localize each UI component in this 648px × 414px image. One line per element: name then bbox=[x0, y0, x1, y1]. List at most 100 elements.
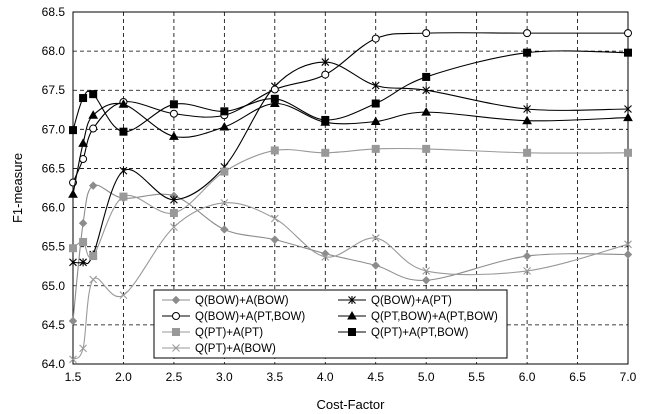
legend-marker bbox=[348, 296, 356, 304]
legend-marker bbox=[172, 344, 180, 352]
data-point bbox=[89, 90, 98, 99]
data-point bbox=[321, 252, 330, 261]
data-point bbox=[69, 126, 77, 135]
data-point bbox=[321, 115, 330, 124]
legend-item: Q(PT)+A(BOW) bbox=[162, 343, 276, 355]
data-point bbox=[623, 112, 633, 122]
series-2 bbox=[69, 58, 632, 267]
x-tick-label: 6.5 bbox=[569, 370, 586, 384]
data-point bbox=[370, 116, 381, 126]
data-point bbox=[119, 127, 128, 136]
data-point bbox=[219, 121, 230, 131]
data-point bbox=[79, 344, 87, 353]
data-point bbox=[119, 192, 128, 201]
series-line bbox=[72, 50, 629, 133]
y-tick-label: 67.0 bbox=[42, 122, 66, 136]
series-4 bbox=[68, 98, 633, 198]
data-point bbox=[118, 99, 129, 108]
data-point bbox=[523, 148, 532, 157]
legend-box bbox=[153, 289, 508, 359]
data-point bbox=[69, 258, 77, 267]
data-point bbox=[170, 195, 178, 204]
data-point bbox=[220, 167, 229, 176]
x-tick-label: 5.5 bbox=[468, 370, 485, 384]
series-line bbox=[72, 61, 629, 265]
data-point bbox=[371, 99, 380, 108]
data-point bbox=[68, 189, 78, 198]
data-point bbox=[624, 148, 632, 157]
data-point bbox=[89, 252, 98, 261]
data-point bbox=[371, 234, 380, 242]
legend-marker bbox=[348, 328, 356, 336]
data-point bbox=[522, 251, 532, 261]
data-point bbox=[88, 110, 99, 119]
data-point bbox=[522, 115, 532, 125]
data-point bbox=[169, 209, 178, 218]
data-point bbox=[269, 98, 280, 108]
y-tick-label: 65.0 bbox=[42, 279, 66, 293]
data-point bbox=[78, 218, 88, 228]
series bbox=[68, 29, 633, 364]
legend-label: Q(PT)+A(PT,BOW) bbox=[371, 327, 469, 339]
y-axis-label: F1-measure bbox=[10, 153, 25, 223]
data-point bbox=[422, 267, 431, 275]
x-tick-label: 4.5 bbox=[367, 370, 384, 384]
data-point bbox=[624, 240, 632, 249]
data-point bbox=[78, 138, 88, 147]
data-point bbox=[523, 48, 532, 57]
data-point bbox=[220, 225, 229, 234]
plot-area bbox=[72, 11, 629, 365]
series-3 bbox=[69, 29, 632, 187]
x-tick-label: 2.5 bbox=[166, 370, 183, 384]
legend-marker bbox=[172, 312, 180, 320]
data-point bbox=[422, 72, 431, 81]
data-point bbox=[270, 214, 279, 223]
y-tick-label: 67.5 bbox=[42, 83, 66, 97]
series-6 bbox=[69, 48, 632, 136]
y-tick-label: 66.5 bbox=[42, 161, 66, 175]
legend-label: Q(BOW)+A(PT,BOW) bbox=[195, 311, 305, 323]
grid bbox=[73, 12, 628, 364]
y-tick-label: 68.5 bbox=[42, 5, 66, 19]
data-point bbox=[119, 166, 128, 175]
data-point bbox=[89, 124, 98, 133]
data-point bbox=[88, 181, 98, 190]
legend-item: Q(BOW)+A(BOW) bbox=[162, 295, 289, 307]
x-tick-label: 3.5 bbox=[266, 370, 283, 384]
data-point bbox=[422, 29, 431, 38]
data-point bbox=[220, 198, 229, 207]
series-5 bbox=[69, 144, 632, 261]
data-point bbox=[270, 235, 280, 244]
data-point bbox=[79, 258, 87, 267]
data-point bbox=[79, 237, 88, 246]
legend-label: Q(BOW)+A(BOW) bbox=[195, 295, 289, 307]
data-point bbox=[371, 261, 380, 270]
series-7 bbox=[69, 198, 632, 364]
data-point bbox=[169, 109, 178, 118]
data-point bbox=[371, 34, 380, 43]
data-point bbox=[69, 244, 77, 253]
data-point bbox=[624, 104, 632, 113]
legend-item: Q(PT,BOW)+A(PT,BOW) bbox=[338, 310, 498, 323]
data-point bbox=[421, 276, 431, 285]
data-point bbox=[623, 250, 633, 259]
legend-label: Q(PT)+A(BOW) bbox=[195, 343, 276, 355]
legend-label: Q(BOW)+A(PT) bbox=[371, 295, 452, 307]
legend-label: Q(PT,BOW)+A(PT,BOW) bbox=[371, 311, 498, 323]
data-point bbox=[169, 100, 178, 109]
legend-marker bbox=[171, 295, 181, 305]
x-tick-label: 1.5 bbox=[65, 370, 82, 384]
data-point bbox=[170, 223, 178, 232]
data-point bbox=[371, 81, 380, 90]
x-tick-label: 6.0 bbox=[519, 370, 536, 384]
legend-item: Q(PT)+A(PT) bbox=[162, 327, 263, 339]
data-point bbox=[169, 131, 179, 140]
y-tick-label: 65.5 bbox=[42, 240, 66, 254]
series-line bbox=[72, 147, 629, 259]
x-tick-label: 7.0 bbox=[620, 370, 637, 384]
tick-labels: 64.0 64.5 65.0 65.5 66.0 66.5 67.0 67.5 68.0 68.5… bbox=[42, 5, 637, 384]
data-point bbox=[119, 291, 128, 300]
data-point bbox=[79, 94, 88, 103]
y-tick-label: 68.0 bbox=[42, 44, 66, 58]
